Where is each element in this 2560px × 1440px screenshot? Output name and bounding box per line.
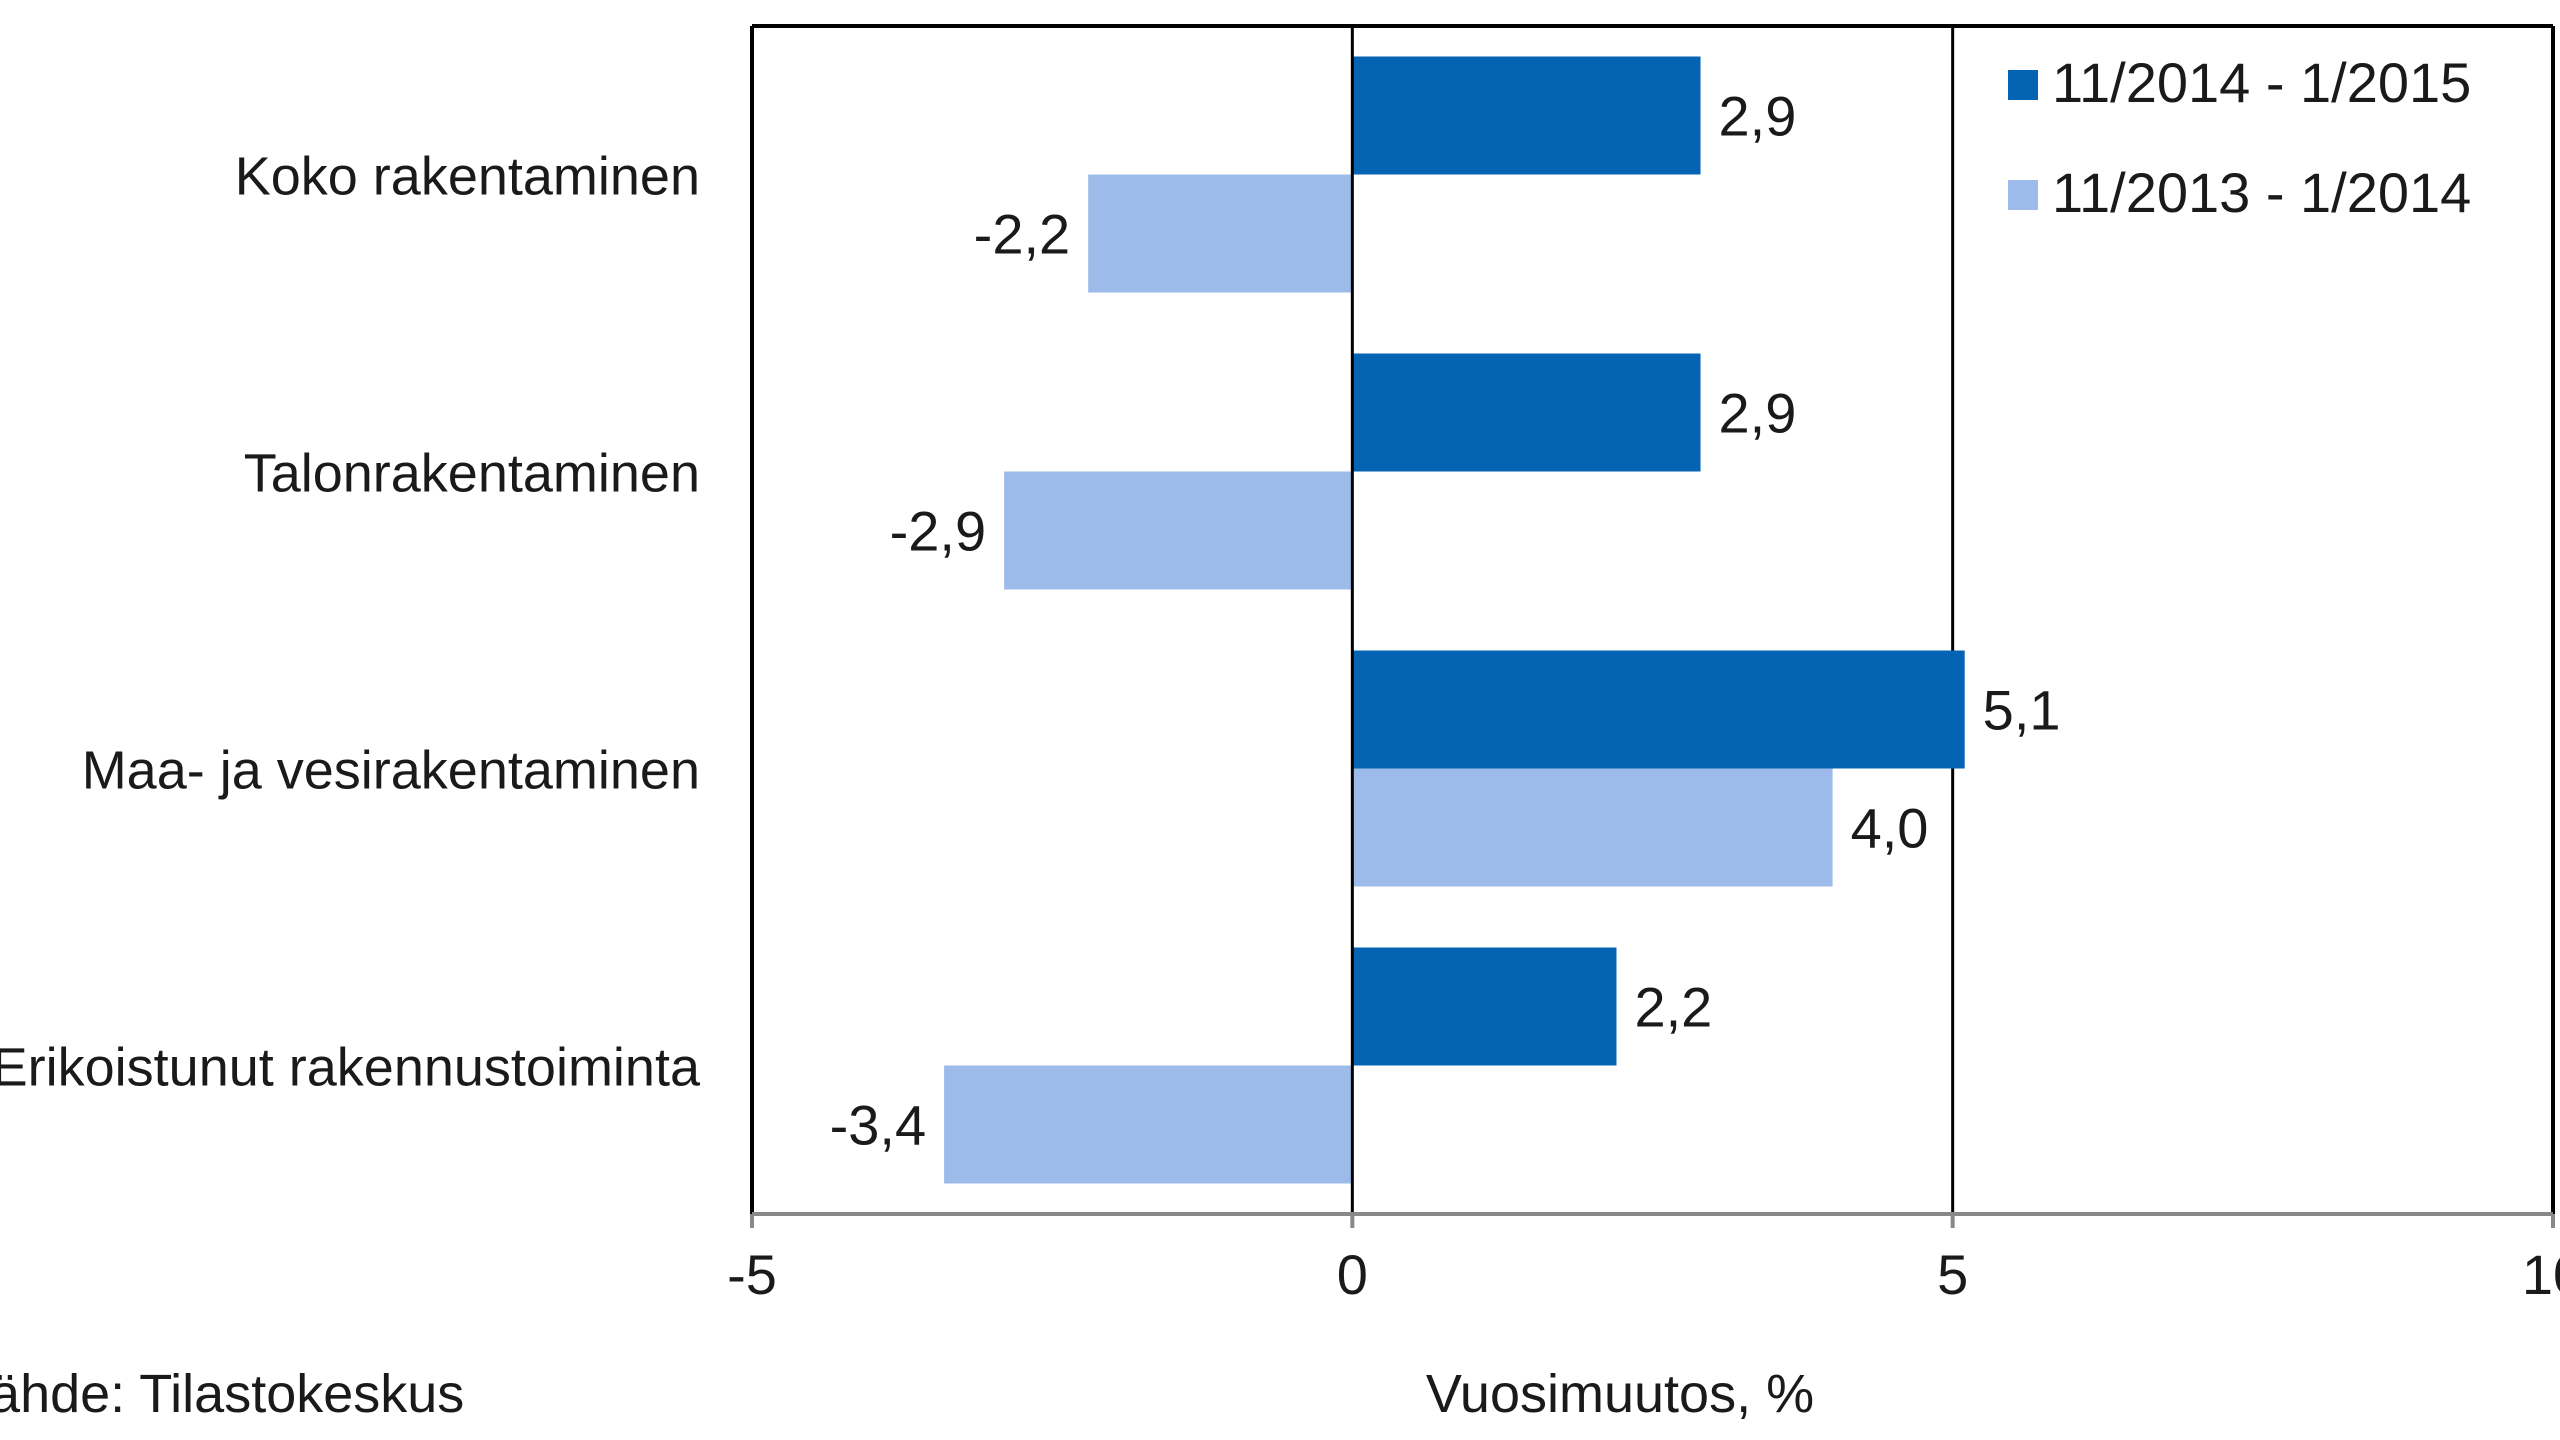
data-labels: 2,9 -2,2 2,9 -2,9 5,1 4,0 2,2 -3,4	[830, 85, 2061, 1157]
x-tick-label-2: 5	[1937, 1243, 1968, 1306]
bar-s1-c0	[1088, 174, 1353, 293]
data-label-s1-c2: 4,0	[1851, 797, 1929, 860]
data-label-s1-c1: -2,9	[890, 500, 987, 563]
category-label-0: Koko rakentaminen	[235, 147, 700, 207]
category-label-2: Maa- ja vesirakentaminen	[82, 741, 700, 801]
category-label-3: Erikoistunut rakennustoiminta	[0, 1038, 701, 1098]
legend-swatch-1	[2008, 180, 2038, 210]
category-labels: Koko rakentaminen Talonrakentaminen Maa- j…	[0, 147, 701, 1098]
legend-label-1: 11/2013 - 1/2014	[2052, 161, 2471, 224]
data-label-s0-c2: 5,1	[1983, 679, 2061, 742]
x-tick-label-0: -5	[727, 1243, 777, 1306]
bars	[944, 56, 1965, 1184]
legend-swatch-0	[2008, 70, 2038, 100]
x-axis-label: Vuosimuutos, %	[1426, 1364, 1814, 1424]
bar-s0-c1	[1352, 353, 1701, 472]
category-label-1: Talonrakentaminen	[244, 444, 700, 504]
bar-s1-c2	[1352, 768, 1833, 887]
plot-frame	[750, 24, 2555, 1216]
legend-label-0: 11/2014 - 1/2015	[2052, 51, 2471, 114]
data-label-s0-c3: 2,2	[1634, 976, 1712, 1039]
x-tick-label-1: 0	[1337, 1243, 1368, 1306]
bar-s0-c3	[1352, 947, 1617, 1066]
data-label-s0-c0: 2,9	[1719, 85, 1797, 148]
bar-s0-c0	[1352, 56, 1701, 175]
data-label-s1-c0: -2,2	[974, 203, 1071, 266]
bar-s0-c2	[1352, 650, 1965, 769]
bar-s1-c3	[944, 1065, 1353, 1184]
source-note: Lähde: Tilastokeskus	[0, 1364, 464, 1424]
data-label-s0-c1: 2,9	[1719, 382, 1797, 445]
x-axis-ticks: -5 0 5 10	[727, 1214, 2560, 1306]
bar-s1-c1	[1004, 471, 1353, 590]
x-tick-label-3: 10	[2522, 1243, 2560, 1306]
legend: 11/2014 - 1/2015 11/2013 - 1/2014	[2008, 51, 2471, 224]
data-label-s1-c3: -3,4	[830, 1094, 927, 1157]
